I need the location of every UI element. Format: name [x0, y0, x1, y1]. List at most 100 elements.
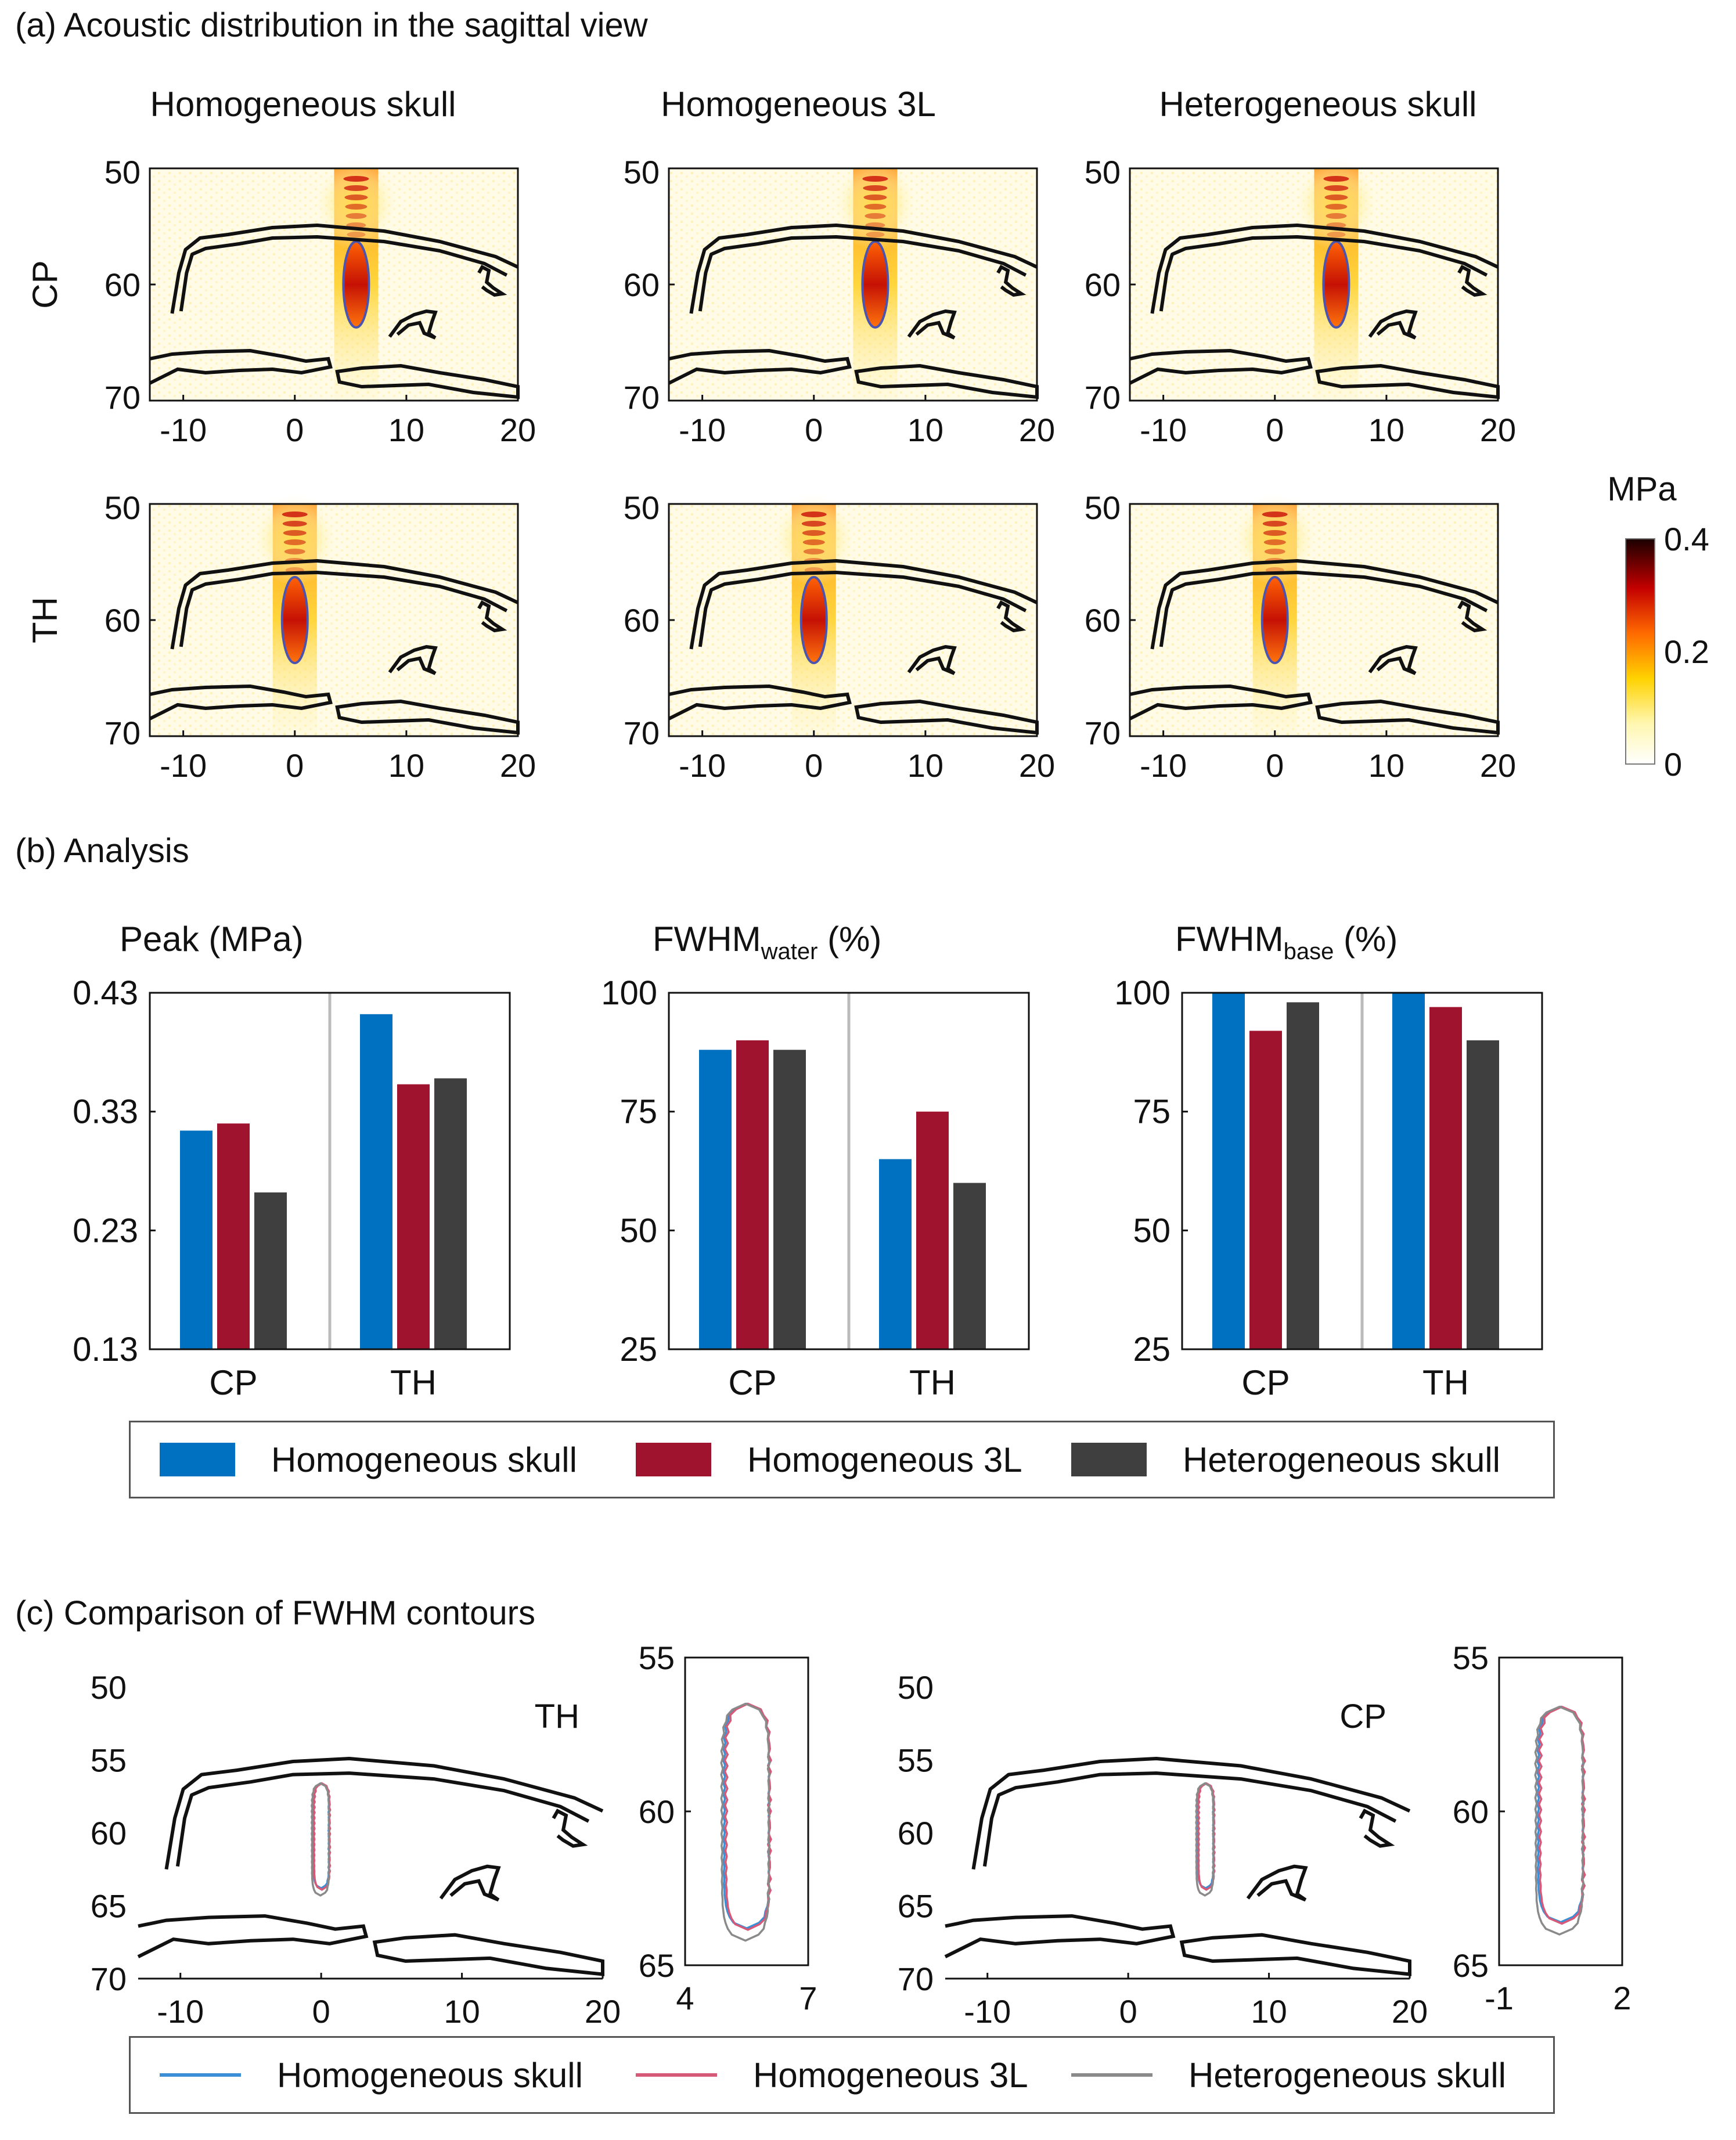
x-tick-label: 10: [388, 412, 424, 448]
standing-wave-band: [1324, 185, 1349, 191]
skull-base-left-line: [668, 684, 852, 720]
title-subscript: base: [1284, 939, 1334, 964]
bar-chart-fwhm-base: FWHMbase (%) CP TH 25 50 75 100: [1114, 920, 1543, 1402]
y-tick-label: 65: [639, 1947, 675, 1984]
title-main: FWHM: [653, 920, 761, 959]
x-tick-label: 10: [907, 412, 943, 448]
x-tick-label: 0: [805, 412, 823, 448]
skull-hook-line: [552, 1808, 588, 1848]
standing-wave-band: [803, 549, 824, 554]
y-tick-label: 60: [1085, 602, 1121, 639]
standing-wave-band: [1264, 549, 1285, 554]
fwhm-contour-line: [1196, 1782, 1215, 1890]
standing-wave-band: [1262, 521, 1287, 527]
skull-base-left-line: [1129, 684, 1313, 720]
y-tick-label: 60: [898, 1815, 934, 1851]
legend-label: Homogeneous 3L: [747, 1440, 1022, 1479]
skull-outer-line: [689, 559, 1038, 650]
standing-wave-band: [802, 539, 825, 545]
chart-frame: [149, 992, 511, 1350]
standing-wave-band: [345, 204, 368, 210]
legend-label: Heterogeneous skull: [1188, 2055, 1507, 2095]
skull-curl-line: [907, 309, 957, 340]
skull-outer-line: [689, 224, 1038, 314]
y-tick-label: 65: [1453, 1947, 1489, 1984]
plot-label: CP: [1339, 1698, 1386, 1735]
zoom-contour-line: [1536, 1705, 1586, 1923]
panel-b-title: (b) Analysis: [15, 832, 189, 870]
title-unit: (%): [1334, 920, 1398, 959]
standing-wave-band: [1324, 194, 1348, 200]
legend-line-gray: [1071, 2073, 1152, 2077]
fwhm-contour: [1322, 240, 1350, 329]
standing-wave-band: [1263, 539, 1286, 545]
skull-base-left-line: [149, 348, 333, 385]
y-tick-label: 50: [624, 154, 660, 190]
focal-spot: [343, 242, 369, 327]
x-tick-label: 0: [286, 747, 304, 784]
skull-hook-line: [1457, 265, 1488, 297]
legend-swatch-gray: [1071, 1443, 1147, 1476]
column-title: Homogeneous skull: [150, 85, 456, 124]
y-tick-label: 50: [620, 1212, 657, 1249]
skull-curl-line: [388, 309, 438, 340]
heatmap-panel: 50 60 70 -10 0 10 20: [1085, 489, 1516, 784]
focal-spot: [862, 242, 888, 327]
y-tick-label: 55: [1453, 1640, 1489, 1676]
y-tick-label: 70: [105, 379, 141, 416]
panel-c-title: (c) Comparison of FWHM contours: [15, 1594, 535, 1632]
x-tick-label: 0: [312, 1993, 330, 2030]
skull-inner-line: [1159, 571, 1488, 647]
standing-wave-band: [282, 521, 307, 527]
y-tick-label: 70: [91, 1961, 127, 1997]
x-tick-label: 10: [444, 1993, 480, 2030]
title-unit: (%): [817, 920, 881, 959]
standing-wave-band: [347, 232, 366, 237]
skull-curl-line: [1246, 1864, 1308, 1902]
standing-wave-band: [284, 549, 305, 554]
x-tick-label: 20: [1480, 412, 1516, 448]
bar-homogeneous-skull: [1392, 993, 1425, 1349]
bar-homogeneous-skull: [360, 1014, 392, 1349]
contour-plot-cp: CP 50 55 60 65 70 -10 0 10 20: [898, 1669, 1428, 2030]
y-tick-label: 70: [1085, 715, 1121, 751]
legend-label: Homogeneous skull: [271, 1440, 577, 1479]
x-tick-label: 2: [1613, 1980, 1631, 2016]
x-tick-label: -10: [160, 412, 207, 448]
bar-chart-fwhm-water: FWHMwater (%) CP TH 25 50 75 100: [601, 920, 1030, 1402]
y-tick-label: 50: [105, 489, 141, 526]
y-tick-label: 50: [624, 489, 660, 526]
bar-homogeneous-3l: [397, 1084, 430, 1349]
standing-wave-band: [1323, 176, 1349, 182]
x-tick-label: 10: [388, 747, 424, 784]
chart-frame: [1181, 992, 1543, 1350]
x-tick-label: 0: [286, 412, 304, 448]
y-tick-label: 70: [624, 379, 660, 416]
y-tick-label: 60: [105, 266, 141, 303]
focal-spot: [801, 577, 827, 663]
fwhm-contour-line: [312, 1782, 331, 1890]
y-tick-label: 55: [639, 1640, 675, 1676]
skull-outer-line: [170, 224, 519, 314]
skull-curl-line: [1368, 309, 1418, 340]
y-tick-label: 25: [1133, 1331, 1170, 1368]
category-label: TH: [909, 1363, 956, 1402]
bar-heterogeneous-skull: [1287, 1002, 1319, 1349]
chart-title: FWHMwater (%): [653, 920, 881, 964]
y-tick-label: 70: [624, 715, 660, 751]
column-title: Homogeneous 3L: [661, 85, 936, 124]
heatmap-panel: 50 60 70 -10 0 10 20: [105, 489, 536, 784]
standing-wave-band: [345, 213, 367, 219]
standing-wave-band: [864, 204, 887, 210]
skull-hook-line: [477, 600, 507, 633]
zoom-contour-line: [1534, 1705, 1585, 1936]
line-legend: Homogeneous skull Homogeneous 3L Heterog…: [129, 2036, 1555, 2114]
skull-hook-line: [996, 265, 1027, 297]
legend-swatch-red: [636, 1443, 711, 1476]
chart-frame: [668, 992, 1030, 1350]
legend-item-homogeneous-skull: Homogeneous skull: [160, 2038, 583, 2112]
bar-heterogeneous-skull: [434, 1078, 467, 1349]
skull-inner-line: [179, 235, 508, 312]
bar-homogeneous-skull: [699, 1050, 732, 1349]
